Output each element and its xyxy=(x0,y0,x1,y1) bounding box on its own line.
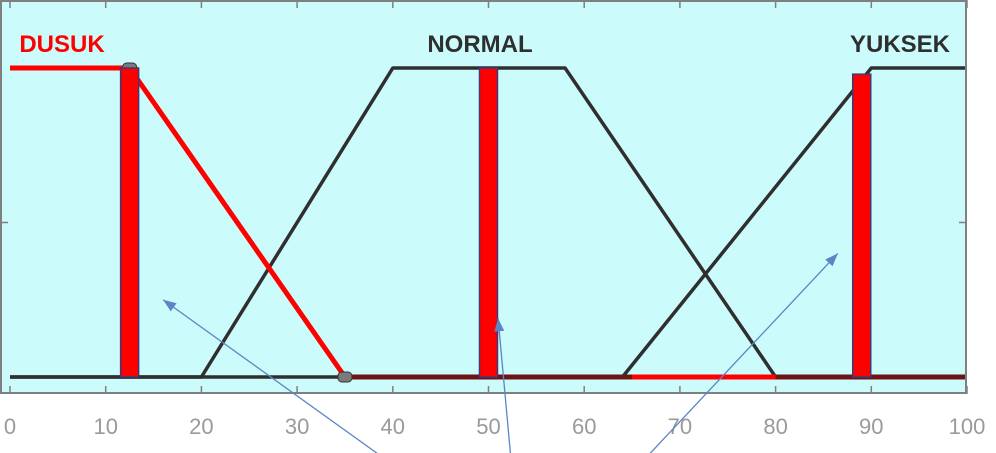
mf-handle xyxy=(337,371,353,383)
x-tick-label: 20 xyxy=(189,414,213,439)
annotation-arrow-line xyxy=(649,252,839,453)
mf-label-normal: NORMAL xyxy=(427,31,532,58)
input-marker-bar xyxy=(851,73,872,378)
annotation-arrows xyxy=(162,252,839,453)
mf-label-yuksek: YUKSEK xyxy=(850,31,951,58)
annotation-arrow-line xyxy=(162,299,378,453)
x-tick-label: 100 xyxy=(949,414,986,439)
input-marker-bar xyxy=(119,67,140,378)
x-tick-label: 40 xyxy=(381,414,405,439)
x-tick-label: 90 xyxy=(859,414,883,439)
membership-labels: DUSUK NORMAL YUKSEK xyxy=(19,31,950,58)
x-tick-label: 80 xyxy=(763,414,787,439)
annotation-arrow-line xyxy=(497,318,512,453)
input-markers xyxy=(119,67,872,378)
axes-border xyxy=(0,0,967,394)
x-axis-tick-labels: 0 10 20 30 40 50 60 70 80 90 100 xyxy=(4,414,985,439)
x-tick-label: 50 xyxy=(476,414,500,439)
annotation-arrow-head xyxy=(163,299,177,312)
x-tick-label: 30 xyxy=(285,414,309,439)
x-tick-label: 70 xyxy=(668,414,692,439)
annotation-arrow-head xyxy=(494,318,505,332)
mf-line-yuksek xyxy=(10,66,967,379)
x-tick-label: 0 xyxy=(4,414,16,439)
input-marker-bar xyxy=(478,67,499,378)
annotation-arrow-head xyxy=(825,253,838,267)
mf-label-dusuk: DUSUK xyxy=(19,31,105,58)
x-tick-label: 60 xyxy=(572,414,596,439)
x-tick-label: 10 xyxy=(93,414,117,439)
